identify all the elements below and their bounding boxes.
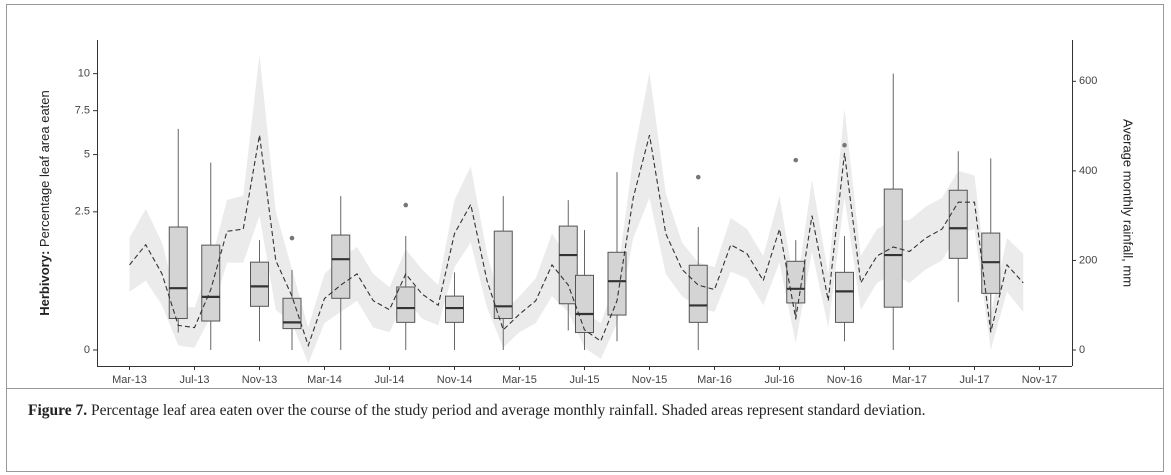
- box: [575, 274, 594, 334]
- box: [688, 264, 708, 323]
- caption-text: Percentage leaf area eaten over the cour…: [91, 402, 926, 419]
- x-tick-label: Mar-15: [502, 374, 537, 386]
- box: [445, 295, 464, 323]
- x-tick-label: Jul-15: [570, 374, 600, 386]
- y-tick-label: 10: [78, 68, 90, 80]
- outlier: [403, 202, 409, 208]
- y-tick-label: 7.5: [75, 105, 90, 117]
- box: [396, 286, 416, 323]
- x-tick-label: Nov-17: [1022, 374, 1057, 386]
- x-tick-label: Mar-17: [892, 374, 927, 386]
- y-title-bold: Herbivory:: [37, 251, 52, 316]
- y2-tick-label: 400: [1079, 165, 1097, 177]
- x-tick-label: Mar-14: [307, 374, 342, 386]
- outlier: [289, 235, 295, 241]
- figure-frame: [6, 4, 1164, 472]
- box: [201, 244, 221, 322]
- x-tick-label: Nov-13: [242, 374, 277, 386]
- caption: Figure 7. Percentage leaf area eaten ove…: [28, 399, 1138, 422]
- x-tick-label: Nov-14: [437, 374, 472, 386]
- x-tick-label: Nov-15: [632, 374, 667, 386]
- x-tick-label: Nov-16: [827, 374, 862, 386]
- y2-tick-label: 600: [1079, 75, 1097, 87]
- y-axis-title: Herbivory: Percentage leaf area eaten: [37, 90, 52, 316]
- box: [948, 189, 968, 259]
- y2-tick-label: 0: [1079, 344, 1085, 356]
- box: [493, 230, 513, 319]
- y-tick-label: 5: [84, 148, 90, 160]
- y-title: Percentage leaf area eaten: [37, 90, 52, 247]
- box: [607, 251, 627, 316]
- box: [331, 234, 351, 299]
- y2-axis-title: Average monthly rainfall, mm: [1121, 119, 1136, 287]
- outlier: [842, 142, 847, 148]
- plot-area: [129, 54, 1024, 364]
- x-tick-label: Mar-16: [697, 374, 732, 386]
- y-tick-label: 0: [84, 344, 90, 356]
- x-tick-label: Jul-17: [960, 374, 990, 386]
- x-tick-label: Mar-13: [112, 374, 147, 386]
- x-tick-label: Jul-13: [180, 374, 210, 386]
- rainfall-line: [129, 134, 1024, 348]
- y-tick-label: 2.5: [75, 206, 90, 218]
- box: [282, 297, 302, 330]
- box: [835, 271, 854, 323]
- box: [558, 225, 578, 305]
- y2-tick-label: 200: [1079, 254, 1097, 266]
- box: [883, 188, 903, 308]
- caption-label: Figure 7.: [28, 402, 88, 419]
- box: [250, 261, 269, 307]
- series-group: [129, 54, 1024, 364]
- x-tick-label: Jul-14: [375, 374, 405, 386]
- outlier: [793, 157, 799, 163]
- box: [168, 226, 188, 319]
- x-tick-label: Jul-16: [765, 374, 795, 386]
- outlier: [695, 174, 701, 180]
